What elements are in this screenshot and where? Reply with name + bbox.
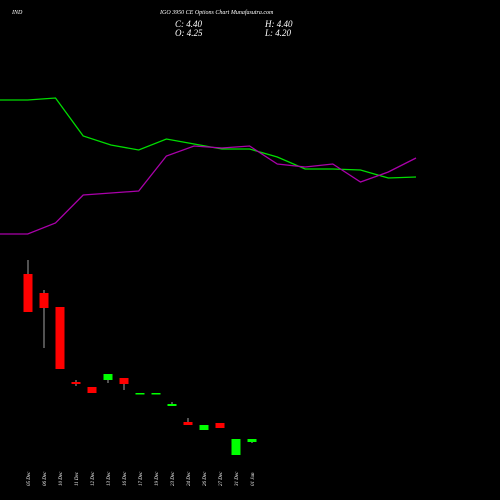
x-tick-label: 05 Dec [27, 471, 32, 486]
candle-body [231, 439, 241, 455]
indicator-line [0, 145, 417, 235]
candle-body [167, 404, 177, 406]
candle-body [103, 374, 113, 380]
candle-body [119, 378, 129, 384]
x-tick-label: 06 Dec [43, 471, 48, 486]
candle-body [151, 393, 161, 395]
high-label: H: 4.40 [264, 19, 293, 29]
x-tick-label: 10 Dec [59, 471, 64, 486]
x-tick-label: 01 Jan [251, 472, 256, 486]
candle-body [55, 307, 65, 369]
x-tick-label: 13 Dec [107, 471, 112, 486]
candle-body [199, 425, 209, 430]
x-tick-label: 11 Dec [75, 471, 80, 486]
candle-body [215, 423, 225, 428]
candle-body [23, 274, 33, 312]
candle-body [87, 387, 97, 393]
x-tick-label: 12 Dec [91, 471, 96, 486]
candle-body [39, 293, 49, 308]
candle-body [135, 393, 145, 395]
x-tick-label: 17 Dec [139, 471, 144, 486]
low-label: L: 4.20 [264, 28, 292, 38]
chart-title: IGO 3950 CE Options Chart Munafasutra.co… [159, 9, 274, 16]
close-label: C: 4.40 [175, 19, 203, 29]
x-tick-label: 27 Dec [219, 471, 224, 486]
candle-body [247, 439, 257, 442]
x-tick-label: 19 Dec [155, 471, 160, 486]
candle-body [183, 422, 193, 425]
x-tick-label: 23 Dec [171, 471, 176, 486]
x-tick-label: 26 Dec [203, 471, 208, 486]
x-tick-label: 24 Dec [187, 471, 192, 486]
x-tick-label: 31 Dec [235, 471, 240, 486]
indicator-line [0, 97, 417, 179]
chart-title-left: IND [11, 10, 23, 16]
x-tick-label: 16 Dec [123, 471, 128, 486]
candle-body [71, 382, 81, 384]
open-label: O: 4.25 [175, 28, 203, 38]
